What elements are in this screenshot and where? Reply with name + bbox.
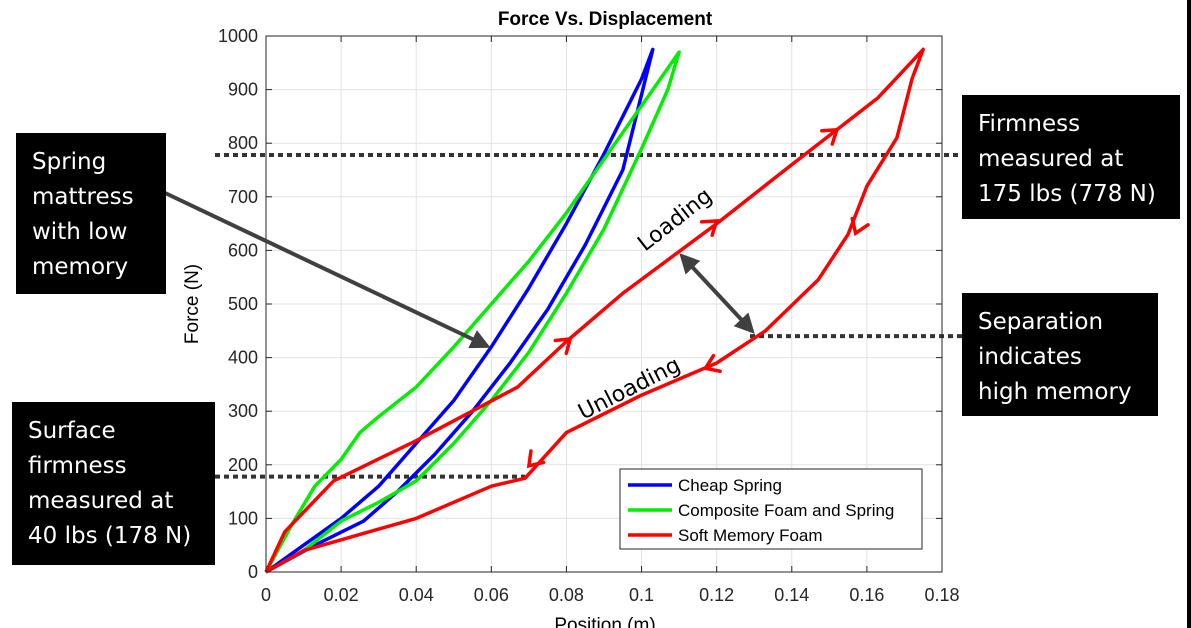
y-tick-label: 100	[228, 508, 258, 528]
x-tick-label: 0	[261, 585, 271, 605]
callout-separation-text: Separation indicates high memory	[978, 309, 1132, 405]
axes: 0 0.02 0.04 0.06 0.08 0.1 0.12 0.14 0.16 0.18 0 100…	[218, 26, 960, 605]
legend-label: Soft Memory Foam	[678, 526, 823, 545]
separation-double-arrow	[679, 253, 755, 334]
y-tick-label: 500	[228, 294, 258, 314]
direction-arrowhead	[526, 449, 546, 469]
y-tick-label: 300	[228, 401, 258, 421]
y-tick-label: 400	[228, 348, 258, 368]
y-axis-label: Force (N)	[182, 264, 203, 344]
direction-arrowhead	[702, 353, 722, 373]
x-axis-label: Position (m)	[554, 615, 655, 628]
y-tick-label: 200	[228, 455, 258, 475]
x-tick-label: 0.1	[629, 585, 654, 605]
y-tick-label: 600	[228, 240, 258, 260]
callout-surface-text: Surface firmness measured at 40 lbs (178…	[28, 418, 192, 549]
callout-firmness-text: Firmness measured at 175 lbs (778 N)	[978, 111, 1156, 207]
chart-title: Force Vs. Displacement	[498, 9, 713, 30]
x-tick-label: 0.18	[924, 585, 959, 605]
series-line-2	[264, 47, 925, 574]
direction-arrows	[526, 127, 870, 469]
x-tick-label: 0.04	[399, 585, 434, 605]
x-tick-label: 0.06	[474, 585, 509, 605]
y-tick-label: 800	[228, 133, 258, 153]
series-line-1	[264, 50, 681, 574]
direction-arrowhead	[820, 127, 840, 146]
legend: Cheap Spring Composite Foam and Spring Sof…	[619, 468, 923, 550]
legend-label: Composite Foam and Spring	[678, 501, 894, 520]
x-tick-label: 0.08	[549, 585, 584, 605]
legend-label: Cheap Spring	[678, 476, 782, 495]
x-tick-label: 0.16	[849, 585, 884, 605]
direction-arrowhead	[850, 216, 870, 237]
series-lines	[264, 47, 925, 574]
direction-arrowhead	[699, 219, 720, 237]
right-edge-bar	[1187, 0, 1191, 628]
threshold-lines	[215, 152, 962, 479]
y-tick-label: 700	[228, 187, 258, 207]
annotation-arrows	[162, 190, 755, 349]
callout-separation: Separation indicates high memory	[962, 293, 1158, 416]
callout-spring-text: Spring mattress with low memory	[32, 149, 134, 280]
direction-arrowhead	[553, 336, 573, 356]
callout-spring-mattress: Spring mattress with low memory	[16, 133, 166, 294]
y-tick-label: 1000	[218, 26, 258, 46]
callout-surface-firmness: Surface firmness measured at 40 lbs (178…	[12, 402, 215, 565]
spring-callout-arrow	[162, 190, 491, 349]
series-line-0	[264, 47, 655, 574]
y-tick-label: 0	[248, 562, 258, 582]
x-tick-label: 0.12	[699, 585, 734, 605]
x-tick-label: 0.02	[324, 585, 359, 605]
y-tick-label: 900	[228, 80, 258, 100]
x-tick-label: 0.14	[774, 585, 809, 605]
callout-firmness: Firmness measured at 175 lbs (778 N)	[962, 95, 1180, 219]
